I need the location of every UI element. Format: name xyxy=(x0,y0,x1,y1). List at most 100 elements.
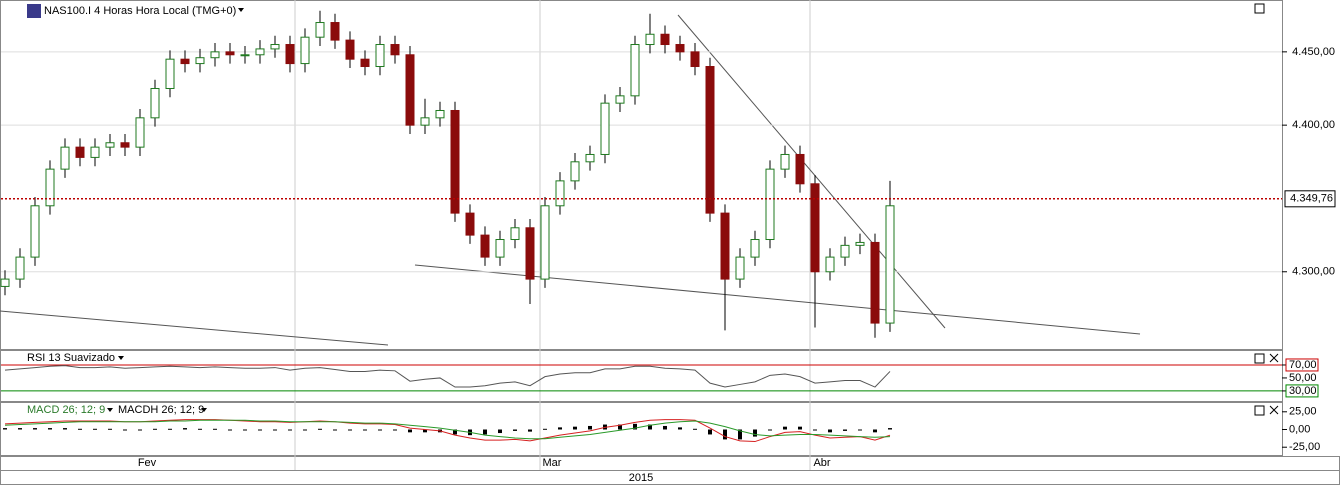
candle-body xyxy=(315,22,325,38)
y-tick-label: 50,00 xyxy=(1289,372,1317,384)
candle-body xyxy=(495,239,505,258)
chart-title: NAS100.I 4 Horas Hora Local (TMG+0) xyxy=(44,5,236,17)
candle-body xyxy=(570,161,580,182)
last-price-box xyxy=(1284,190,1336,208)
y-tick-label: 25,00 xyxy=(1289,406,1317,418)
close-button[interactable] xyxy=(1269,405,1279,415)
macd-histogram-bar xyxy=(573,426,577,430)
macd-histogram-bar xyxy=(273,429,277,431)
macd-histogram-bar xyxy=(363,429,367,431)
candle-body xyxy=(165,58,175,89)
dropdown-arrow[interactable] xyxy=(201,408,207,412)
x-tick-label: Fev xyxy=(138,457,157,469)
macd-histogram-bar xyxy=(153,428,157,430)
x-tick-label: Abr xyxy=(813,457,830,469)
trend-lines xyxy=(0,14,1141,346)
y-tick-label: 4.450,00 xyxy=(1292,46,1335,58)
macd-histogram-bar xyxy=(108,428,112,430)
macd-histogram-bar xyxy=(693,428,697,430)
candle-body xyxy=(870,241,880,324)
macd-histogram-bar xyxy=(123,429,127,431)
price-panel xyxy=(0,0,1283,350)
macd-histogram-bar xyxy=(768,429,772,431)
macd-histogram-bar xyxy=(738,429,742,440)
candle-body xyxy=(645,33,655,46)
macd-histogram-bar xyxy=(783,426,787,430)
candle-body xyxy=(90,146,100,158)
macd-histogram-bar xyxy=(3,428,7,430)
candle-body xyxy=(810,183,820,273)
y-tick-label: 0,00 xyxy=(1289,423,1310,435)
candle-body xyxy=(330,22,340,41)
candle-body xyxy=(525,227,535,280)
candle-body xyxy=(855,241,865,246)
trend-line xyxy=(0,310,389,346)
candle-body xyxy=(795,153,805,185)
candle-body xyxy=(405,54,415,126)
candle-body xyxy=(375,44,385,68)
candle-body xyxy=(510,227,520,241)
dropdown-arrow[interactable] xyxy=(118,356,124,360)
candle-body xyxy=(690,51,700,68)
macd-histogram-bar xyxy=(888,428,892,430)
last-price-label: 4.349,76 xyxy=(1290,193,1333,205)
macd-histogram-bar xyxy=(303,429,307,431)
rsi-panel xyxy=(0,350,1283,402)
symbol-icon xyxy=(27,4,41,18)
macd-histogram-bar xyxy=(618,424,622,430)
macd-histogram-bar xyxy=(423,429,427,433)
candle-body xyxy=(15,256,25,280)
y-tick-label: 4.300,00 xyxy=(1292,266,1335,278)
candle-body xyxy=(765,168,775,241)
candle-body xyxy=(255,48,265,56)
candle-body xyxy=(555,180,565,207)
macd-histogram-bar xyxy=(513,429,517,431)
candle-body xyxy=(660,33,670,46)
macd-histogram-bar xyxy=(828,429,832,433)
dropdown-arrow[interactable] xyxy=(238,8,244,12)
maximize-button[interactable] xyxy=(1254,3,1265,14)
macd-line xyxy=(4,419,891,443)
candle-body xyxy=(675,44,685,53)
dropdown-arrow[interactable] xyxy=(107,408,113,412)
candle-body xyxy=(195,57,205,65)
candle-body xyxy=(435,109,445,119)
macd-histogram-bar xyxy=(543,428,547,430)
candle-body xyxy=(135,117,145,148)
rsi-title: RSI 13 Suavizado xyxy=(27,352,115,364)
macd-histogram-bar xyxy=(483,429,487,435)
macd-histogram-bar xyxy=(753,429,757,437)
macd-histogram-bar xyxy=(723,429,727,440)
macd-histogram-bar xyxy=(333,429,337,431)
macd-histogram-bar xyxy=(228,429,232,431)
candle-body xyxy=(240,54,250,57)
macd-histogram-bar xyxy=(858,429,862,431)
macd-histogram-bar xyxy=(93,428,97,430)
macd-histogram-bar xyxy=(813,429,817,431)
trend-line xyxy=(677,14,946,329)
close-button[interactable] xyxy=(1269,353,1279,363)
macd-histogram-bar xyxy=(528,429,532,432)
macd-histogram-bar xyxy=(393,429,397,431)
macd-histogram-bar xyxy=(243,429,247,431)
macd-histogram-bar xyxy=(648,424,652,430)
candle-body xyxy=(210,51,220,59)
macd-histogram-bar xyxy=(258,429,262,431)
candle-body xyxy=(825,256,835,273)
candle-body xyxy=(630,44,640,97)
maximize-button[interactable] xyxy=(1254,353,1265,364)
y-tick-label: 30,00 xyxy=(1289,385,1317,397)
macd-histogram-bar xyxy=(588,425,592,430)
macd-title: MACD 26; 12; 9 xyxy=(27,404,105,416)
macd-histogram-bar xyxy=(708,429,712,435)
macd-histogram-bar xyxy=(183,428,187,430)
macd-histogram-bar xyxy=(18,428,22,430)
candle-body xyxy=(420,117,430,126)
maximize-button[interactable] xyxy=(1254,405,1265,416)
macd-histogram-bar xyxy=(663,425,667,430)
candle-body xyxy=(615,95,625,104)
candle-body xyxy=(840,244,850,258)
macd-histogram-bar xyxy=(798,426,802,430)
